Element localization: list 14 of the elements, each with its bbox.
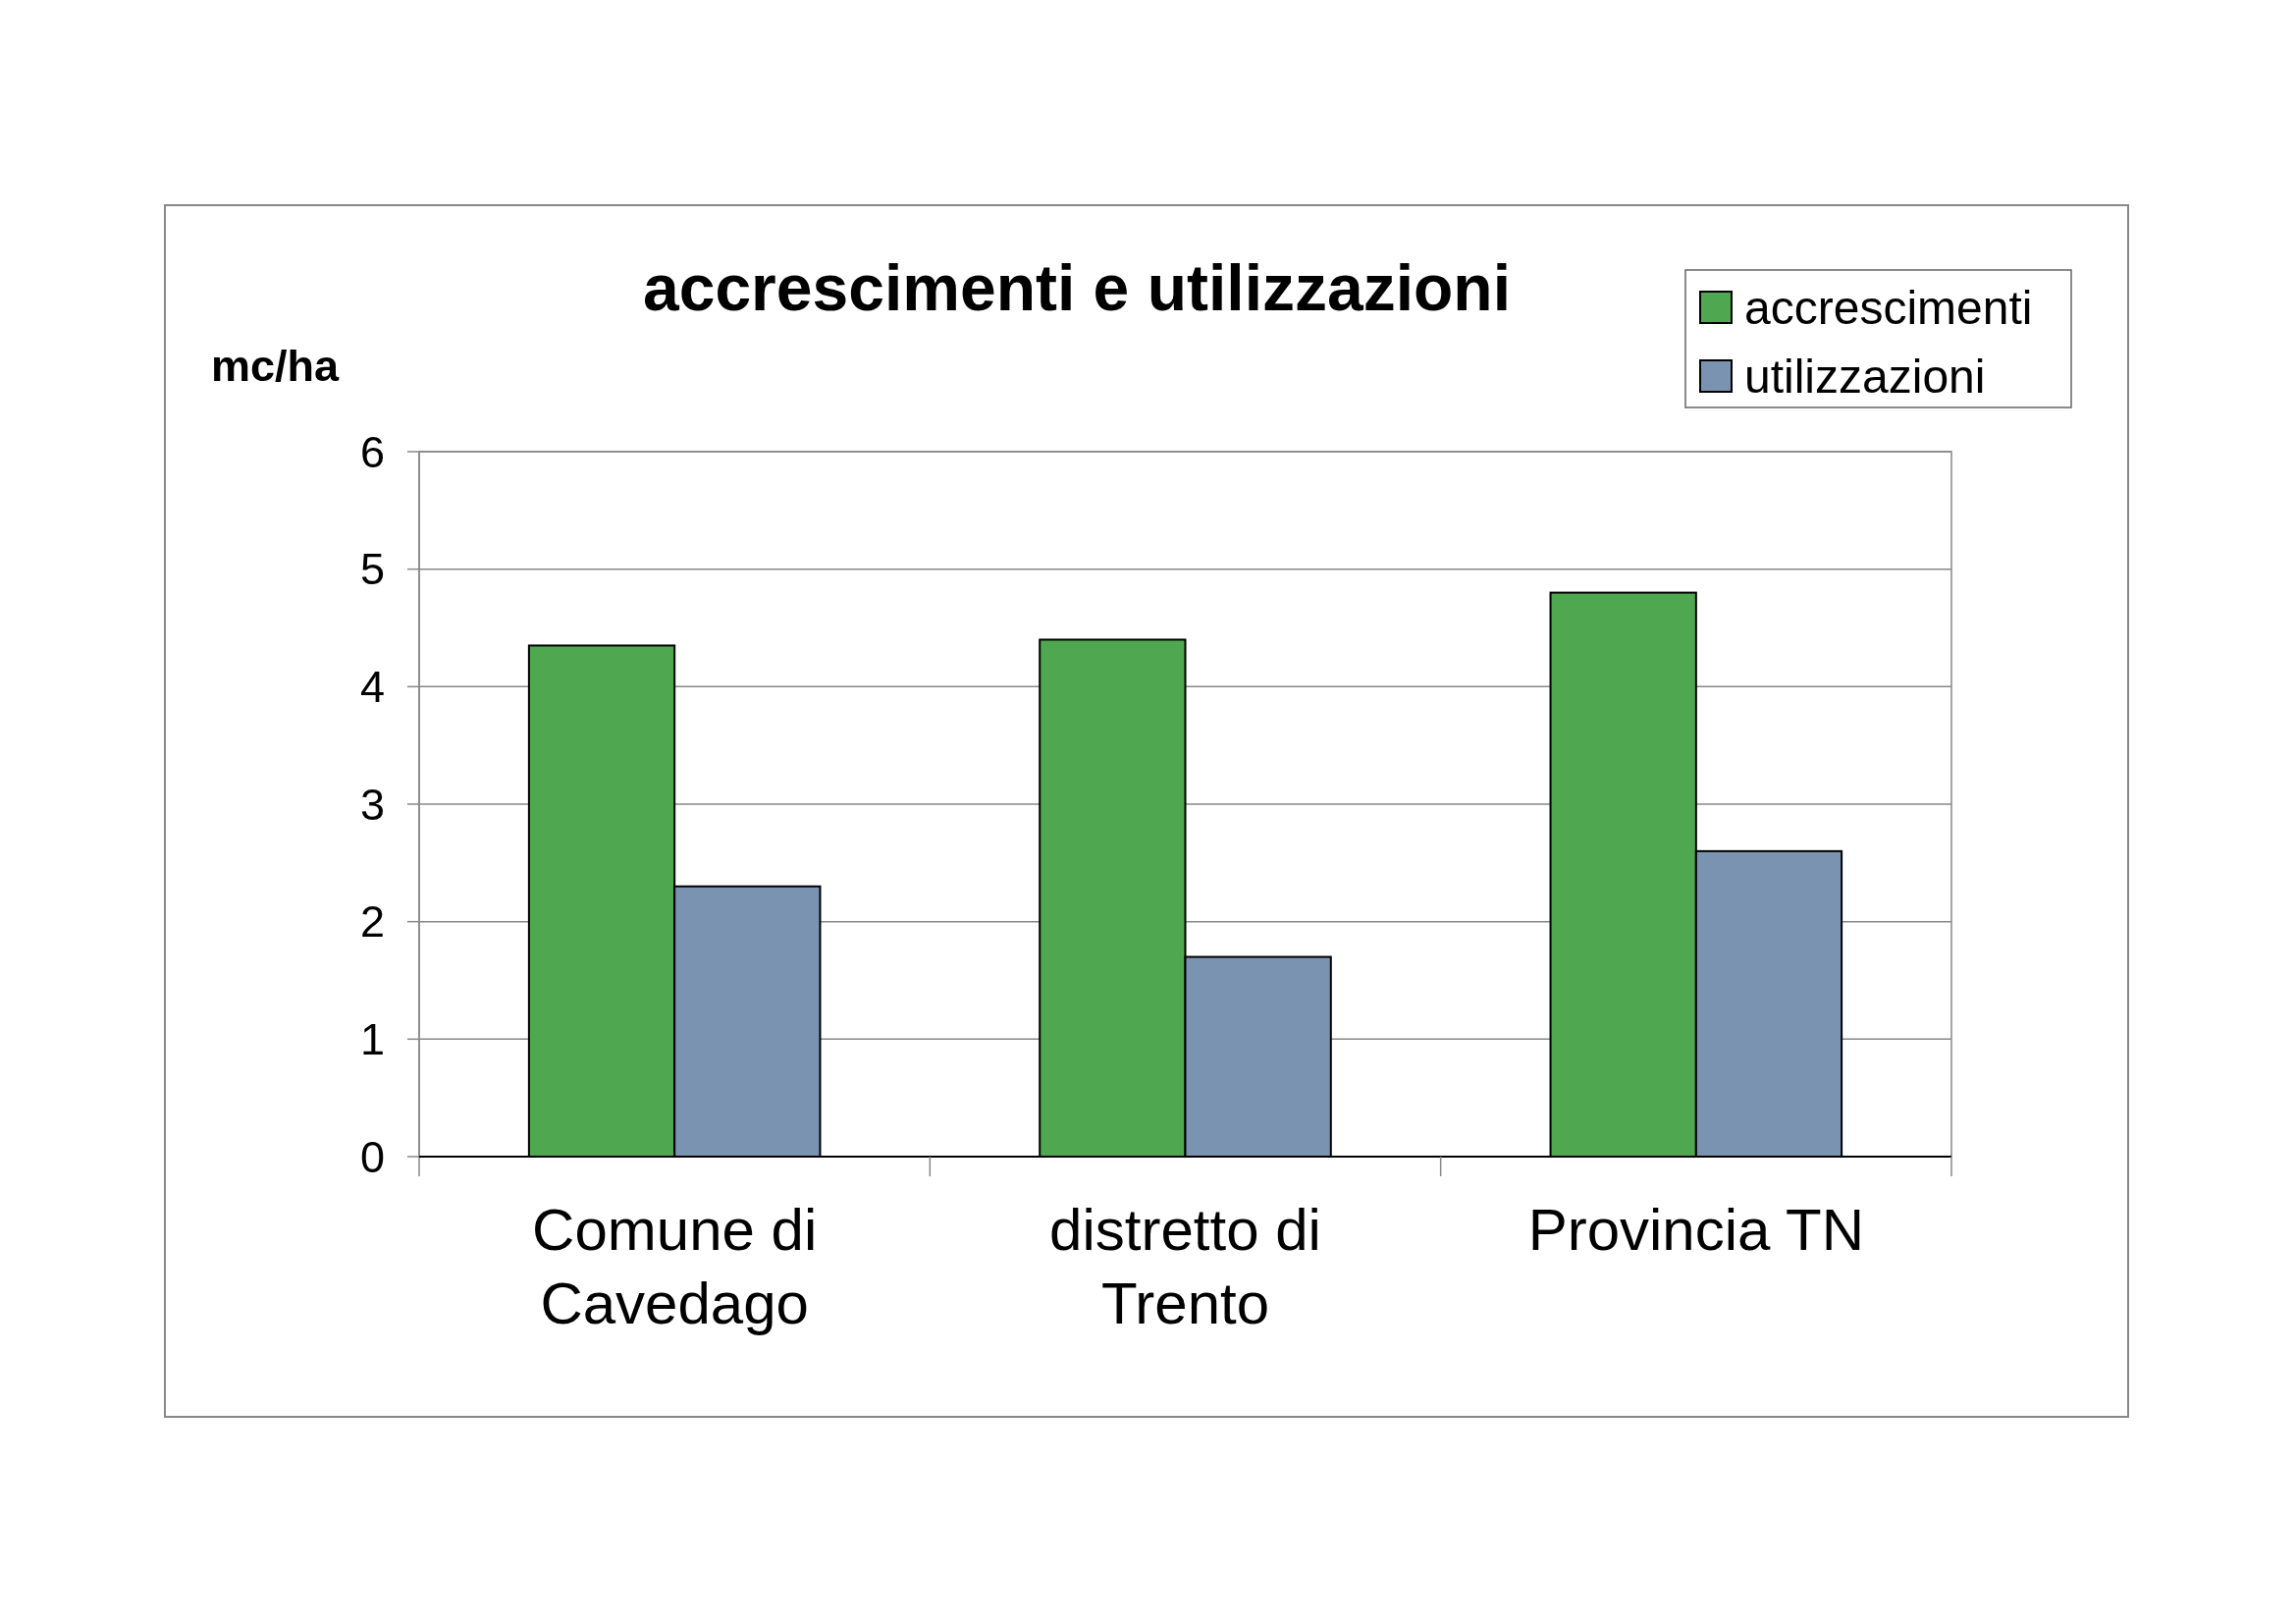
x-tick-label: Provincia TN xyxy=(1527,1197,1865,1263)
y-axis-title: mc/ha xyxy=(211,341,341,391)
y-tick-label: 4 xyxy=(359,662,385,713)
x-tick-label: Comune di Cavedago xyxy=(532,1197,818,1336)
y-tick-label: 2 xyxy=(359,896,385,947)
y-tick-label: 1 xyxy=(359,1014,385,1065)
y-tick-label: 6 xyxy=(359,426,385,477)
legend-label: utilizzazioni xyxy=(1744,350,1986,403)
chart-title: accrescimenti e utilizzazioni xyxy=(643,251,1511,324)
y-tick-label: 3 xyxy=(359,779,385,830)
y-tick-label: 5 xyxy=(359,544,385,595)
legend-label: accrescimenti xyxy=(1744,281,2033,334)
x-tick-label: distretto di Trento xyxy=(1049,1197,1321,1336)
y-tick-label: 0 xyxy=(359,1131,385,1182)
